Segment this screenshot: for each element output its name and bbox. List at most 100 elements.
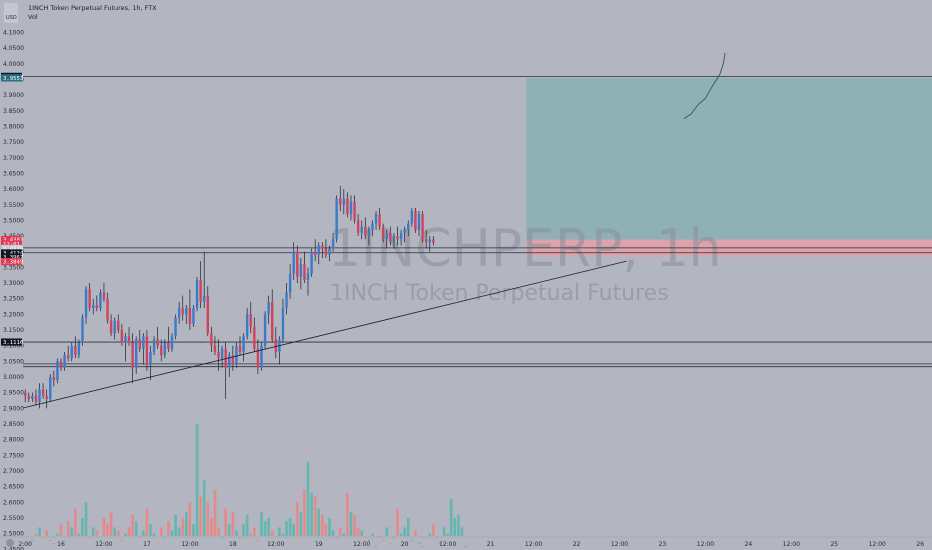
time-axis[interactable]: 2:00 16 12:00 17 12:00 18 12:00 19 12:00 20 12:00 2… xyxy=(0,536,932,548)
volume-bar xyxy=(192,524,195,536)
price-tick-label: 3.9000 xyxy=(3,92,24,99)
candle-up xyxy=(267,301,270,315)
volume-bar xyxy=(396,508,399,536)
volume-bar xyxy=(213,489,217,536)
price-tick-label: 3.2000 xyxy=(3,311,24,318)
candle-up xyxy=(349,201,353,215)
candle-down xyxy=(238,345,242,352)
price-tick-label: 2.8000 xyxy=(3,437,24,444)
price-tick-label: 2.7000 xyxy=(3,468,24,475)
time-tick-label: 21 xyxy=(487,541,495,548)
candle-down xyxy=(41,389,45,396)
candle-up xyxy=(285,292,288,309)
time-tick-label: 12:00 xyxy=(869,541,886,548)
candle-down xyxy=(127,336,131,343)
price-label-bg xyxy=(1,236,22,244)
volume-bar xyxy=(303,489,306,536)
volume-bar xyxy=(167,521,170,536)
candle-up xyxy=(192,308,195,324)
volume-bar xyxy=(249,533,253,536)
candle-up xyxy=(235,345,238,365)
candle-up xyxy=(38,389,41,403)
candle-down xyxy=(74,345,77,356)
volume-bar xyxy=(195,424,199,536)
volume-bar xyxy=(306,461,310,536)
price-tick-label: 2.8500 xyxy=(3,421,24,428)
candle-up xyxy=(335,198,338,240)
price-axis[interactable]: 4.10004.05004.00003.95003.90003.85003.80… xyxy=(0,28,24,550)
candle-up xyxy=(310,251,313,274)
candle-down xyxy=(156,339,159,346)
volume-bar xyxy=(102,517,106,536)
time-tick-label: 18 xyxy=(229,541,237,548)
candle-up xyxy=(49,377,52,399)
curve-path xyxy=(683,52,726,119)
settings-corner[interactable] xyxy=(6,539,14,547)
price-tick-label: 3.8500 xyxy=(3,108,24,115)
volume-bar xyxy=(403,527,406,536)
candle-down xyxy=(271,301,274,340)
candle-up xyxy=(374,214,378,224)
candle-up xyxy=(288,273,292,293)
time-tick-label: 12:00 xyxy=(525,541,542,548)
horizontal-lines[interactable] xyxy=(0,75,932,368)
price-tick-label: 3.3500 xyxy=(3,264,24,271)
currency-badge[interactable] xyxy=(4,3,18,23)
candle-up xyxy=(99,292,102,309)
candle-up xyxy=(124,336,127,343)
price-label-bg xyxy=(1,258,22,266)
volume-bar xyxy=(253,527,256,536)
time-tick-label: 2:00 xyxy=(18,541,32,548)
volume-bar xyxy=(353,514,356,536)
candle-down xyxy=(24,392,27,396)
volume-bar xyxy=(181,517,185,536)
candle-down xyxy=(138,339,141,349)
volume-bar xyxy=(149,524,152,536)
candle-up xyxy=(399,232,403,240)
trendline[interactable] xyxy=(21,260,627,409)
candle-up xyxy=(360,226,363,233)
candle-down xyxy=(66,355,70,359)
time-tick-label: 24 xyxy=(745,541,753,548)
volume-bar xyxy=(374,546,378,548)
candle-down xyxy=(382,226,385,240)
time-tick-label: 25 xyxy=(830,541,838,548)
candle-up xyxy=(417,214,421,230)
candle-down xyxy=(224,348,227,368)
candle-down xyxy=(102,292,106,299)
price-label: 3.9553 xyxy=(3,76,23,82)
candle-up xyxy=(342,198,346,205)
price-label-bg xyxy=(1,244,22,253)
volume-bar xyxy=(81,517,84,536)
candle-up xyxy=(299,264,303,277)
time-tick-label: 17 xyxy=(143,541,151,548)
volume-bar xyxy=(106,524,109,536)
candle-down xyxy=(414,211,417,230)
freehand-curve[interactable] xyxy=(683,52,726,119)
time-tick-label: 12:00 xyxy=(353,541,370,548)
candle-down xyxy=(249,314,252,327)
price-tick-label: 3.1500 xyxy=(3,327,24,334)
candle-down xyxy=(389,232,392,243)
volume-bar xyxy=(324,524,328,536)
time-tick-label: 26 xyxy=(916,541,924,548)
price-tick-label: 3.2500 xyxy=(3,296,24,303)
volume-bar xyxy=(245,514,249,536)
volume-bar xyxy=(242,524,245,536)
candle-down xyxy=(303,264,306,280)
price-tick-label: 2.5000 xyxy=(3,531,24,538)
volume-bar xyxy=(152,533,156,536)
candle-up xyxy=(31,395,34,399)
candle-up xyxy=(228,355,231,368)
candle-down xyxy=(188,308,192,324)
volume-bar xyxy=(199,496,202,536)
price-label: 3.1116 xyxy=(3,340,23,346)
volume-bar xyxy=(285,521,288,536)
volume-bars xyxy=(23,424,467,548)
volume-bar xyxy=(464,546,467,548)
gear-icon[interactable] xyxy=(6,539,14,547)
candle-down xyxy=(45,395,48,399)
candle-down xyxy=(34,395,38,403)
